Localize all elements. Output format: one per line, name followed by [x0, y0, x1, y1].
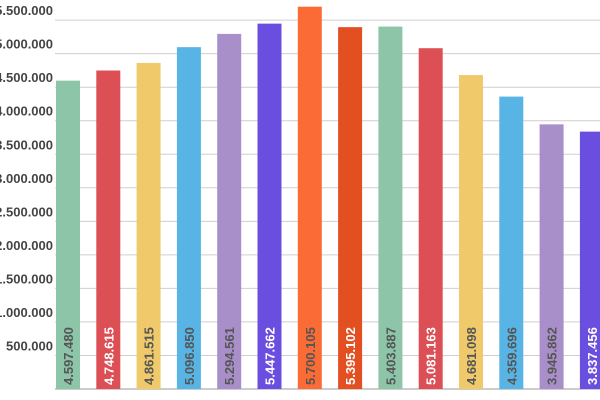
y-tick-label: 1.500.000: [0, 271, 53, 286]
bar: [96, 70, 121, 389]
bar: [418, 48, 443, 389]
bar: [378, 26, 403, 389]
y-tick-label: 3.500.000: [0, 137, 53, 152]
y-tick-label: 4.500.000: [0, 70, 53, 85]
bar: [338, 27, 363, 389]
bar: [459, 75, 483, 389]
value-label: 3.837.456: [585, 327, 600, 385]
bar: [257, 23, 282, 389]
value-label: 4.861.515: [142, 327, 157, 385]
bar: [297, 6, 322, 389]
value-label: 4.359.696: [504, 327, 519, 385]
y-tick-label: 3.000.000: [0, 171, 53, 186]
bar: [499, 96, 524, 389]
y-tick-label: 2.000.000: [0, 238, 53, 253]
value-label: 5.096.850: [182, 327, 197, 385]
y-tick-label: 2.500.000: [0, 204, 53, 219]
value-label: 4.748.615: [101, 327, 116, 385]
value-label: 4.597.480: [61, 327, 76, 385]
y-tick-label: 4.000.000: [0, 104, 53, 119]
bar: [136, 62, 161, 390]
value-label: 5.081.163: [424, 327, 439, 385]
y-tick-label: 500.000: [6, 338, 53, 353]
y-tick-label: 5.000.000: [0, 37, 53, 52]
y-tick-label: 1.000.000: [0, 305, 53, 320]
value-label: 5.403.887: [383, 327, 398, 385]
y-tick-label: 5.500.000: [0, 3, 53, 18]
bar: [56, 80, 80, 390]
value-label: 5.447.662: [263, 327, 278, 385]
value-label: 5.395.102: [343, 327, 358, 385]
value-label: 4.681.098: [464, 327, 479, 385]
bar: [176, 47, 201, 389]
value-label: 5.700.105: [303, 327, 318, 385]
bar: [539, 124, 564, 390]
bar: [217, 33, 242, 390]
value-label: 3.945.862: [545, 327, 560, 385]
bar: [579, 131, 600, 389]
value-label: 5.294.561: [222, 327, 237, 385]
